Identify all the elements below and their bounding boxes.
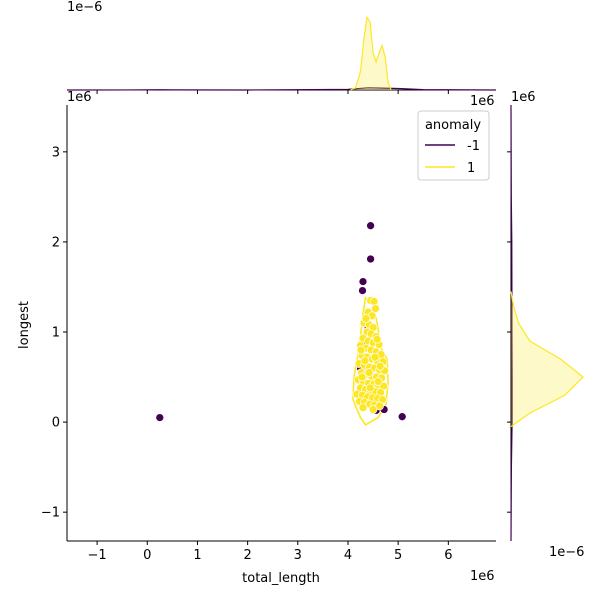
scatter-point-anomaly-1 — [358, 403, 368, 413]
right-marginal-density — [507, 104, 584, 542]
x-tick-label: 3 — [294, 548, 302, 563]
top-marginal-scale-label: 1e−6 — [67, 0, 102, 15]
main-scatter-axes: −1 0 1 2 3 4 5 6 −1 0 1 2 3 — [41, 105, 496, 563]
y-tick-label: 1 — [52, 326, 60, 341]
scatter-point-anomaly-1 — [371, 304, 380, 313]
x-tick-label: 0 — [143, 548, 151, 563]
y-scale-label: 1e6 — [67, 90, 92, 105]
scatter-point-anomaly-1 — [375, 401, 384, 411]
right-marginal-scale-label: 1e−6 — [549, 545, 584, 560]
right-density-line-anomaly-1 — [510, 291, 584, 428]
y-tick-label: 3 — [52, 145, 60, 160]
scatter-point-anomaly-neg1 — [366, 254, 375, 264]
scatter-point-anomaly-1 — [357, 372, 367, 382]
scatter-point-anomaly-neg1 — [397, 412, 407, 422]
scatter-point-anomaly-1 — [365, 383, 375, 393]
scatter-point-anomaly-1 — [364, 368, 374, 377]
right-top-scale-label: 1e6 — [470, 94, 495, 109]
x-axis-label: total_length — [242, 571, 320, 586]
scatter-point-anomaly-1 — [368, 405, 378, 414]
scatter-point-anomaly-1 — [356, 345, 366, 355]
x-tick-label: −1 — [88, 548, 107, 563]
scatter-point-anomaly-neg1 — [358, 277, 368, 286]
scatter-point-anomaly-1 — [373, 377, 383, 386]
legend-title: anomaly — [425, 118, 481, 133]
top-density-line-anomaly-neg1 — [66, 87, 497, 91]
x-tick-label: 6 — [444, 548, 452, 563]
x-tick-label: 1 — [193, 548, 201, 563]
x-tick-label: 4 — [344, 548, 352, 563]
y-axis-label: longest — [17, 301, 32, 349]
legend-label-anomaly-neg1: -1 — [467, 139, 480, 154]
scatter-point-anomaly-1 — [370, 352, 380, 362]
legend: anomaly -1 1 — [417, 110, 490, 181]
x-tick-label: 2 — [243, 548, 251, 563]
right-marginal-top-label: 1e6 — [511, 90, 536, 105]
scatter-point-anomaly-1 — [369, 297, 379, 306]
y-tick-label: 0 — [52, 416, 60, 431]
scatter-point-anomaly-neg1 — [155, 413, 165, 422]
x-tick-label: 5 — [394, 548, 402, 563]
scatter-point-anomaly-1 — [375, 361, 385, 371]
scatter-point-anomaly-neg1 — [366, 221, 375, 231]
x-scale-label: 1e6 — [470, 569, 495, 584]
scatter-point-anomaly-neg1 — [358, 286, 367, 295]
right-density-fill-anomaly-1 — [511, 291, 583, 427]
top-marginal-density — [66, 15, 497, 94]
scatter-point-anomaly-1 — [360, 356, 370, 366]
y-tick-label: −1 — [41, 506, 60, 521]
right-density-line-anomaly-neg1 — [510, 104, 513, 542]
legend-label-anomaly-1: 1 — [467, 161, 475, 176]
y-tick-label: 2 — [52, 235, 60, 250]
scatter-point-anomaly-1 — [372, 334, 382, 344]
scatter-point-anomaly-1 — [361, 314, 371, 323]
top-density-line-anomaly-1 — [350, 15, 392, 91]
